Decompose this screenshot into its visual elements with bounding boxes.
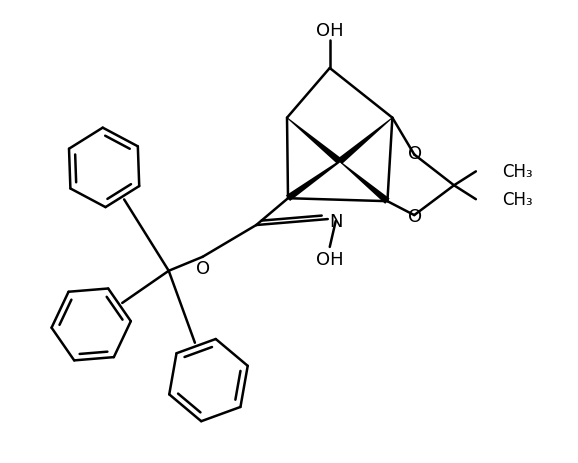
Text: OH: OH bbox=[316, 250, 343, 268]
Text: CH₃: CH₃ bbox=[502, 191, 532, 209]
Text: O: O bbox=[197, 259, 210, 277]
Text: CH₃: CH₃ bbox=[502, 163, 532, 181]
Text: OH: OH bbox=[316, 22, 343, 40]
Polygon shape bbox=[287, 118, 342, 165]
Text: N: N bbox=[329, 213, 343, 231]
Polygon shape bbox=[338, 118, 392, 165]
Polygon shape bbox=[286, 161, 340, 201]
Polygon shape bbox=[339, 162, 390, 204]
Text: O: O bbox=[408, 207, 423, 225]
Text: O: O bbox=[408, 145, 423, 163]
